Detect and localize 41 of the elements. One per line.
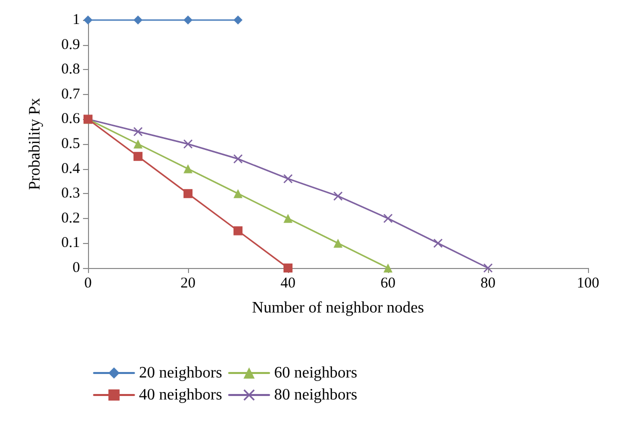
point <box>384 264 392 272</box>
y-tick-label: 0.8 <box>61 62 80 78</box>
point <box>384 214 392 223</box>
point <box>284 264 292 272</box>
x-axis-title: Number of neighbor nodes <box>252 300 424 316</box>
point <box>134 140 142 148</box>
legend-label: 20 neighbors <box>139 364 222 382</box>
point <box>284 214 292 223</box>
y-tick-label: 0.7 <box>61 86 80 102</box>
point <box>184 189 192 198</box>
x-tick-label: 20 <box>180 276 196 292</box>
point <box>134 152 142 161</box>
legend-label: 60 neighbors <box>274 364 358 382</box>
y-tick-label: 0.1 <box>61 235 80 252</box>
y-tick-label: 0 <box>72 260 80 276</box>
y-tick-label: 0.9 <box>61 36 80 53</box>
x-tick-label: 40 <box>280 276 296 292</box>
y-tick-label: 0.4 <box>61 160 80 177</box>
y-axis-title: Probability Px <box>26 98 44 190</box>
y-tick-label: 0.3 <box>61 186 80 202</box>
y-tick-label: 0.2 <box>61 210 80 226</box>
point <box>334 238 342 248</box>
point <box>184 16 192 24</box>
x-tick-label: 0 <box>84 276 92 292</box>
point <box>184 164 192 174</box>
point <box>134 16 142 24</box>
y-tick-label: 0.6 <box>61 111 80 128</box>
x-tick-label: 80 <box>480 276 496 292</box>
legend-label: 40 neighbors <box>139 386 222 404</box>
x-tick-label: 60 <box>380 276 396 292</box>
point <box>234 226 242 236</box>
legend-label: 80 neighbors <box>274 386 358 404</box>
x-tick-label: 100 <box>576 276 600 292</box>
point <box>234 154 242 164</box>
point <box>284 174 292 184</box>
point <box>134 127 142 136</box>
y-tick-label: 1 <box>72 12 80 28</box>
y-tick-label: 0.5 <box>61 136 80 152</box>
point <box>234 16 242 24</box>
point <box>434 238 442 248</box>
point <box>234 189 242 198</box>
